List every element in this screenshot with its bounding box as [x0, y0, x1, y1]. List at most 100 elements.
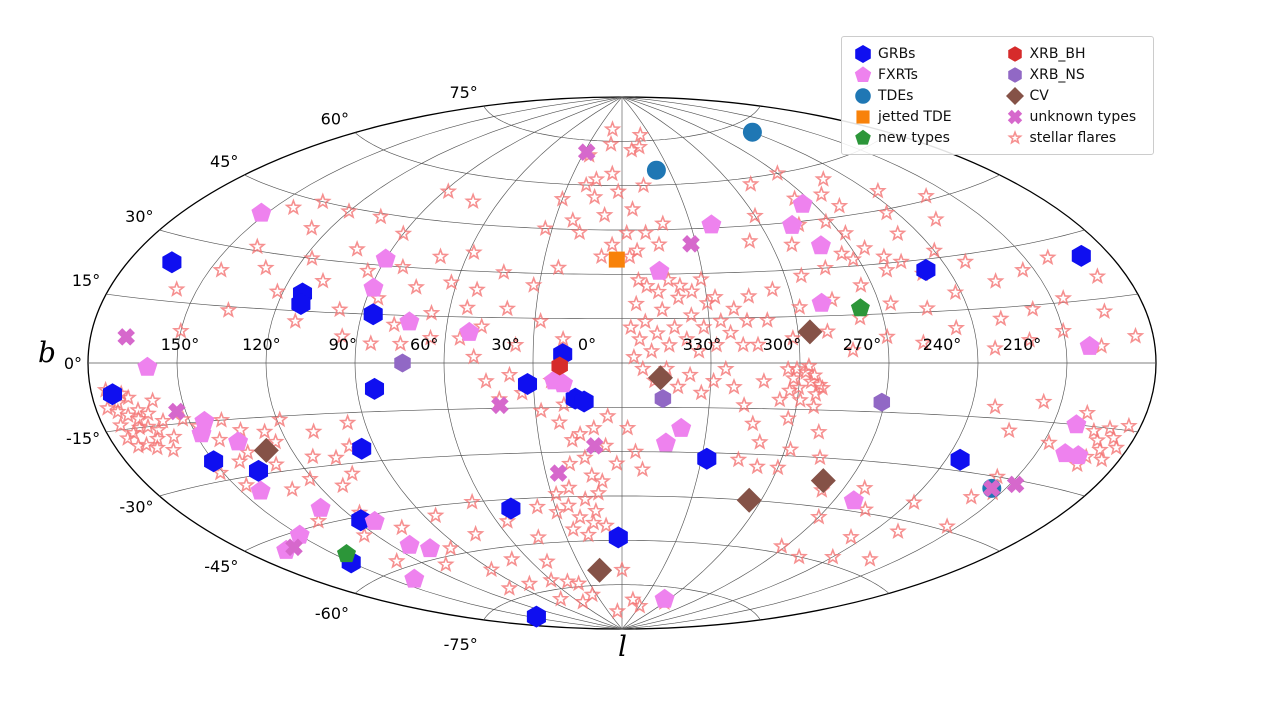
marker-stellar-flares	[442, 273, 461, 291]
marker-stellar-flares	[284, 198, 303, 216]
marker-FXRTs	[649, 260, 670, 280]
legend-label: GRBs	[878, 45, 916, 62]
marker-stellar-flares	[1054, 321, 1073, 339]
marker-stellar-flares	[385, 315, 404, 333]
marker-stellar-flares	[333, 327, 352, 344]
marker-stellar-flares	[607, 454, 626, 472]
marker-stellar-flares	[531, 311, 550, 329]
jetted-TDE-marker-icon	[848, 107, 878, 127]
marker-TDEs	[742, 122, 762, 142]
marker-stellar-flares	[692, 383, 711, 401]
marker-stellar-flares	[740, 231, 759, 249]
marker-stellar-flares	[800, 356, 818, 374]
GRBs-legend-glyph	[855, 44, 871, 63]
marker-stellar-flares	[547, 484, 565, 502]
lon-tick-0°: 0°	[578, 335, 596, 354]
marker-stellar-flares	[804, 397, 823, 415]
marker-stellar-flares	[498, 299, 517, 317]
marker-stellar-flares	[524, 275, 543, 293]
marker-stellar-flares	[842, 527, 860, 545]
marker-jetted-TDE	[608, 251, 625, 268]
marker-stellar-flares	[1126, 326, 1145, 344]
marker-stellar-flares	[805, 366, 824, 384]
marker-stellar-flares	[585, 187, 604, 205]
legend-item-new-types: new types	[848, 127, 1000, 148]
marker-stellar-flares	[549, 258, 568, 276]
marker-stellar-flares	[576, 448, 594, 466]
marker-stellar-flares	[248, 237, 267, 255]
lon-tick-210°: 210°	[1003, 335, 1042, 354]
marker-stellar-flares	[784, 329, 802, 346]
TDEs-marker-icon	[848, 86, 878, 106]
marker-stellar-flares	[694, 317, 713, 335]
marker-stellar-flares	[560, 454, 579, 472]
marker-stellar-flares	[665, 318, 684, 335]
legend-label: CV	[1029, 87, 1049, 104]
marker-stellar-flares	[302, 218, 321, 236]
marker-stellar-flares	[634, 176, 653, 194]
TDEs-legend-glyph	[855, 87, 871, 104]
marker-stellar-flares	[844, 340, 862, 358]
XRB_NS-legend-glyph	[1007, 66, 1022, 83]
marker-stellar-flares	[498, 511, 517, 529]
marker-stellar-flares	[348, 240, 366, 257]
marker-stellar-flares	[779, 409, 798, 427]
XRB_BH-legend-glyph	[1007, 45, 1022, 62]
marker-stellar-flares	[589, 483, 608, 501]
marker-unknown-types	[682, 235, 700, 253]
marker-stellar-flares	[1107, 438, 1126, 456]
marker-stellar-flares	[852, 276, 870, 293]
marker-stellar-flares	[283, 480, 302, 497]
marker-stellar-flares	[212, 410, 231, 428]
marker-stellar-flares	[633, 460, 652, 478]
marker-stellar-flares	[148, 438, 167, 456]
marker-stellar-flares	[477, 371, 495, 389]
marker-stellar-flares	[946, 283, 965, 301]
marker-GRBs	[364, 377, 385, 400]
marker-GRBs	[526, 605, 546, 628]
legend-item-XRB_BH: XRB_BH	[1000, 43, 1150, 64]
marker-stellar-flares	[792, 266, 811, 284]
marker-FXRTs	[310, 497, 331, 517]
marker-stellar-flares	[783, 235, 801, 253]
marker-GRBs	[950, 448, 970, 471]
marker-stellar-flares	[724, 299, 743, 317]
axis-tick-labels: 150° 120° 90° 60° 30° 0° 330° 300° 270° 240° 210° 7…	[64, 83, 1041, 654]
marker-stellar-flares	[608, 602, 627, 619]
marker-stellar-flares	[593, 472, 612, 489]
marker-stellar-flares	[836, 223, 855, 241]
marker-stellar-flares	[790, 547, 808, 565]
lat-tick-15°: 15°	[72, 271, 100, 290]
marker-stellar-flares	[650, 235, 668, 253]
marker-stellar-flares	[171, 321, 190, 339]
marker-XRB_BH	[551, 356, 568, 376]
marker-GRBs	[1071, 244, 1091, 267]
marker-stellar-flares	[109, 402, 127, 420]
marker-stellar-flares	[391, 334, 410, 352]
marker-stellar-flares	[617, 223, 636, 241]
marker-unknown-types	[491, 396, 509, 415]
marker-FXRTs	[399, 311, 420, 331]
graticule-line	[532, 96, 623, 630]
marker-stellar-flares	[626, 442, 645, 460]
graticule-line	[354, 96, 623, 630]
marker-stellar-flares	[962, 487, 981, 505]
lon-tick-150°: 150°	[161, 335, 200, 354]
marker-unknown-types	[168, 402, 186, 421]
marker-stellar-flares	[361, 334, 380, 352]
marker-stellar-flares	[768, 164, 787, 181]
legend-item-stellar-flares: stellar flares	[1000, 127, 1150, 148]
lon-tick-60°: 60°	[410, 335, 438, 354]
marker-stellar-flares	[1054, 289, 1073, 306]
marker-stellar-flares	[602, 134, 620, 152]
marker-stellar-flares	[758, 311, 777, 328]
marker-stellar-flares	[681, 365, 699, 383]
marker-XRB_NS	[873, 392, 891, 412]
marker-GRBs	[204, 450, 224, 473]
marker-stellar-flares	[806, 384, 825, 402]
marker-stellar-flares	[422, 303, 441, 321]
marker-stellar-flares	[629, 270, 648, 288]
marker-stellar-flares	[441, 539, 460, 556]
marker-FXRTs	[811, 292, 832, 312]
